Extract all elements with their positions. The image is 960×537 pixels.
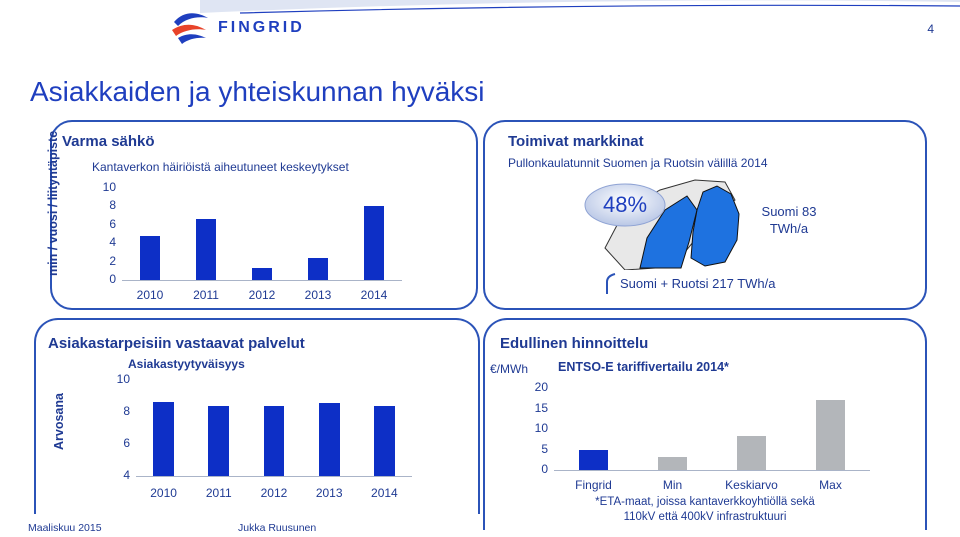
panel-reliability-title: Varma sähkö [62, 133, 155, 150]
header-bar: FINGRID 4 [0, 0, 960, 58]
footer-author: Jukka Ruusunen [238, 522, 317, 534]
panel-customer-title: Asiakastarpeisiin vastaavat palvelut [48, 335, 305, 352]
y-tick-label: 2 [109, 253, 116, 268]
x-tick-label: 2010 [136, 288, 164, 302]
x-tick-label: 2014 [371, 486, 398, 500]
chart-bar-2013 [307, 257, 329, 280]
pricing-chart: 20 15 10 5 0 Fingrid Min Keskiarvo Max [500, 380, 880, 492]
panel-markets-title: Toimivat markkinat [508, 133, 644, 150]
fingrid-logo-mark [172, 13, 208, 44]
customer-y-axis-title: Arvosana [52, 393, 66, 450]
finland-shape [690, 185, 740, 267]
x-tick-label: 2011 [193, 288, 219, 302]
y-tick-label: 4 [123, 468, 130, 482]
slide-title: Asiakkaiden ja yhteiskunnan hyväksi [30, 76, 485, 107]
combined-consumption: Suomi + Ruotsi 217 TWh/a [620, 276, 776, 291]
chart-bar-2011 [195, 219, 217, 280]
y-tick-label: 10 [534, 421, 548, 435]
percent-bubble [584, 183, 666, 227]
x-tick-label: 2012 [248, 288, 276, 302]
panel-pricing-title: Edullinen hinnoittelu [500, 335, 649, 352]
header-swoosh [200, 0, 960, 14]
x-tick-label: 2012 [260, 486, 288, 500]
x-tick-label: 2011 [205, 486, 232, 500]
customer-chart-title: Asiakastyytyväisyys [128, 357, 245, 371]
x-tick-label: Keskiarvo [725, 478, 778, 492]
chart-bar-2010 [139, 235, 161, 280]
x-tick-label: Fingrid [575, 478, 612, 492]
page-number: 4 [927, 22, 934, 36]
y-tick-label: 6 [109, 216, 116, 231]
markets-subtitle: Pullonkaulatunnit Suomen ja Ruotsin väli… [508, 156, 768, 170]
pricing-footnote-line1: *ETA-maat, joissa kantaverkkoyhtiöllä se… [595, 496, 815, 508]
logo-wordmark: FINGRID [218, 19, 305, 36]
y-tick-label: 4 [109, 235, 116, 250]
y-tick-label: 5 [541, 441, 548, 456]
chart-bar-2013 [318, 403, 340, 476]
chart-bar-fingrid [579, 449, 608, 470]
footer-date: Maaliskuu 2015 [28, 522, 102, 534]
y-tick-label: 8 [109, 198, 116, 213]
chart-bar-2014 [363, 206, 385, 280]
x-axis-line [122, 280, 402, 281]
bottleneck-percent: 48% [602, 192, 648, 217]
panel-customer [34, 318, 480, 514]
finland-consumption-line1: Suomi 83 [761, 204, 817, 219]
y-tick-label: 20 [534, 380, 548, 394]
customer-chart: 10 8 6 4 2010 2011 2012 2013 2014 [88, 372, 418, 502]
y-tick-label: 10 [116, 372, 130, 386]
y-tick-label: 6 [123, 436, 130, 450]
sweden-shape [639, 195, 698, 269]
pricing-unit: €/MWh [490, 362, 529, 376]
y-tick-label: 10 [102, 180, 116, 194]
x-axis-line [136, 476, 412, 477]
fingrid-logo: FINGRID [168, 8, 318, 48]
chart-bar-keskiarvo [737, 435, 766, 470]
y-tick-label: 0 [541, 462, 548, 476]
panel-pricing [483, 318, 927, 530]
chart-bar-min [658, 457, 687, 470]
x-tick-label: 2014 [360, 288, 388, 302]
y-tick-label: 15 [534, 400, 548, 415]
pricing-footnote-line2: 110kV että 400kV infrastruktuuri [623, 511, 787, 523]
y-tick-label: 8 [123, 404, 130, 418]
reliability-chart-title: Kantaverkon häiriöistä aiheutuneet keske… [92, 160, 349, 174]
x-tick-label: 2013 [304, 288, 332, 302]
x-tick-label: 2010 [150, 486, 177, 500]
chart-bar-max [816, 400, 845, 470]
chart-bar-2011 [208, 405, 230, 476]
x-axis-line [554, 470, 870, 471]
chart-bar-2012 [251, 268, 273, 280]
pricing-chart-title: ENTSO-E tariffivertailu 2014* [558, 360, 729, 374]
chart-bar-2014 [373, 406, 395, 476]
y-tick-label: 0 [109, 272, 116, 286]
finland-consumption-line2: TWh/a [769, 221, 809, 236]
chart-bar-2010 [153, 402, 175, 476]
x-tick-label: Min [662, 478, 683, 492]
x-tick-label: Max [819, 478, 842, 492]
chart-bar-2012 [263, 406, 285, 476]
reliability-y-axis-title: min / vuosi / liityntäpiste [46, 130, 60, 276]
x-tick-label: 2013 [315, 486, 343, 500]
reliability-chart: 10 8 6 4 2 0 2010 2011 2012 2013 2014 [72, 180, 412, 302]
